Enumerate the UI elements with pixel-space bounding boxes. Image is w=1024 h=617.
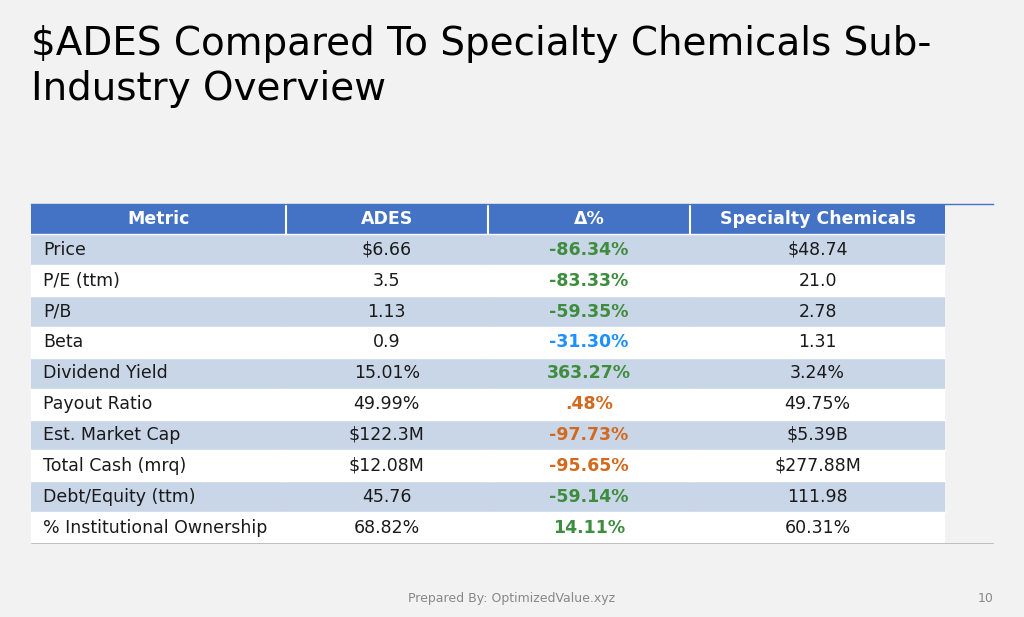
Bar: [286, 512, 487, 543]
Text: P/B: P/B: [43, 302, 72, 321]
Bar: [487, 389, 690, 420]
Bar: [690, 481, 945, 512]
Bar: [690, 265, 945, 296]
Text: 49.99%: 49.99%: [353, 395, 420, 413]
Text: 14.11%: 14.11%: [553, 518, 625, 537]
Text: Dividend Yield: Dividend Yield: [43, 364, 168, 383]
Text: -95.65%: -95.65%: [549, 457, 629, 475]
Text: 60.31%: 60.31%: [784, 518, 851, 537]
Text: Beta: Beta: [43, 333, 84, 352]
Text: -31.30%: -31.30%: [549, 333, 629, 352]
Text: 0.9: 0.9: [373, 333, 400, 352]
Text: 363.27%: 363.27%: [547, 364, 631, 383]
Text: Δ%: Δ%: [573, 210, 604, 228]
Text: $48.74: $48.74: [787, 241, 848, 259]
Bar: [286, 450, 487, 481]
Text: 15.01%: 15.01%: [354, 364, 420, 383]
Text: 111.98: 111.98: [787, 487, 848, 506]
Text: $ADES Compared To Specialty Chemicals Sub-
Industry Overview: $ADES Compared To Specialty Chemicals Su…: [31, 25, 931, 108]
Text: -83.33%: -83.33%: [550, 271, 629, 290]
Text: 10: 10: [977, 592, 993, 605]
Text: $6.66: $6.66: [361, 241, 412, 259]
Bar: [31, 358, 286, 389]
Text: Payout Ratio: Payout Ratio: [43, 395, 153, 413]
Bar: [286, 204, 487, 234]
Text: 1.31: 1.31: [799, 333, 837, 352]
Bar: [31, 420, 286, 450]
Bar: [487, 512, 690, 543]
Text: ADES: ADES: [360, 210, 413, 228]
Text: $12.08M: $12.08M: [349, 457, 425, 475]
Text: -86.34%: -86.34%: [549, 241, 629, 259]
Text: Specialty Chemicals: Specialty Chemicals: [720, 210, 915, 228]
Text: .48%: .48%: [565, 395, 613, 413]
Text: Prepared By: OptimizedValue.xyz: Prepared By: OptimizedValue.xyz: [409, 592, 615, 605]
Text: Est. Market Cap: Est. Market Cap: [43, 426, 180, 444]
Bar: [31, 265, 286, 296]
Text: 3.24%: 3.24%: [791, 364, 845, 383]
Text: Total Cash (mrq): Total Cash (mrq): [43, 457, 186, 475]
Bar: [31, 327, 286, 358]
Text: Price: Price: [43, 241, 86, 259]
Text: 45.76: 45.76: [362, 487, 412, 506]
Text: -59.35%: -59.35%: [549, 302, 629, 321]
Bar: [31, 234, 286, 265]
Bar: [286, 234, 487, 265]
Bar: [487, 327, 690, 358]
Bar: [487, 204, 690, 234]
Text: $122.3M: $122.3M: [349, 426, 425, 444]
Text: 2.78: 2.78: [799, 302, 837, 321]
Text: 1.13: 1.13: [368, 302, 407, 321]
Bar: [31, 450, 286, 481]
Text: 49.75%: 49.75%: [784, 395, 851, 413]
Bar: [690, 358, 945, 389]
Text: 21.0: 21.0: [799, 271, 837, 290]
Bar: [690, 389, 945, 420]
Bar: [286, 389, 487, 420]
Text: -97.73%: -97.73%: [550, 426, 629, 444]
Text: 3.5: 3.5: [373, 271, 400, 290]
Text: 68.82%: 68.82%: [353, 518, 420, 537]
Bar: [487, 481, 690, 512]
Text: Metric: Metric: [127, 210, 189, 228]
Bar: [690, 234, 945, 265]
Bar: [31, 512, 286, 543]
Bar: [690, 296, 945, 327]
Bar: [31, 296, 286, 327]
Bar: [31, 389, 286, 420]
Bar: [31, 481, 286, 512]
Text: -59.14%: -59.14%: [549, 487, 629, 506]
Bar: [690, 327, 945, 358]
Bar: [487, 296, 690, 327]
Text: Debt/Equity (ttm): Debt/Equity (ttm): [43, 487, 196, 506]
Bar: [286, 420, 487, 450]
Bar: [286, 481, 487, 512]
Bar: [690, 204, 945, 234]
Bar: [690, 420, 945, 450]
Bar: [487, 358, 690, 389]
Bar: [690, 512, 945, 543]
Bar: [286, 296, 487, 327]
Bar: [286, 327, 487, 358]
Bar: [487, 234, 690, 265]
Bar: [487, 450, 690, 481]
Bar: [690, 450, 945, 481]
Bar: [286, 265, 487, 296]
Bar: [487, 420, 690, 450]
Text: % Institutional Ownership: % Institutional Ownership: [43, 518, 267, 537]
Text: $5.39B: $5.39B: [786, 426, 849, 444]
Text: P/E (ttm): P/E (ttm): [43, 271, 120, 290]
Bar: [487, 265, 690, 296]
Bar: [31, 204, 286, 234]
Text: $277.88M: $277.88M: [774, 457, 861, 475]
Bar: [286, 358, 487, 389]
